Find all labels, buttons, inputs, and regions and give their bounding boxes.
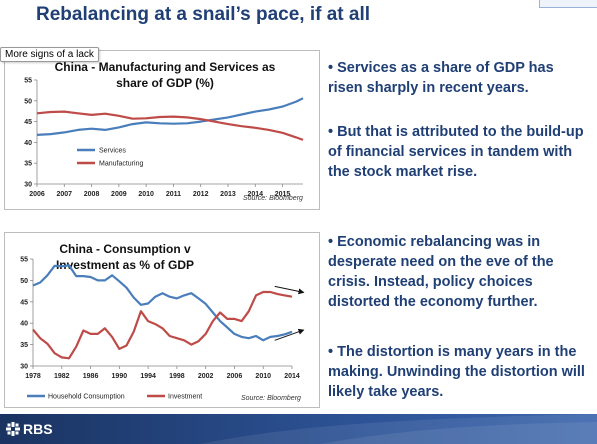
x-tick-label: 2011 (166, 191, 181, 198)
x-tick-label: 2012 (193, 191, 209, 198)
rbs-logo: RBS (6, 421, 53, 437)
y-tick-label: 35 (20, 342, 28, 349)
x-tick-label: 2010 (255, 373, 271, 380)
chart-source: Source: Bloomberg (241, 395, 301, 402)
x-tick-label: 2015 (275, 191, 291, 198)
x-tick-label: 2006 (227, 373, 243, 380)
series-line (32, 264, 293, 342)
series-line (36, 110, 304, 141)
x-tick-label: 2014 (247, 191, 263, 198)
x-tick-label: 2007 (56, 191, 72, 198)
y-tick-label: 50 (20, 278, 28, 285)
chart-manufacturing-services: China - Manufacturing and Services as sh… (4, 50, 320, 210)
footer-bar: RBS (0, 414, 597, 444)
x-tick-label: 2006 (29, 191, 45, 198)
bullet-item: • Services as a share of GDP has risen s… (328, 60, 554, 96)
y-tick-label: 30 (20, 364, 28, 371)
footer-wave-decoration (200, 414, 597, 444)
y-tick-label: 55 (24, 78, 32, 85)
y-tick-label: 55 (20, 257, 28, 264)
chart-svg: 30 35 40 45 50 55 1978 1982 1986 1990 1994 1998 2002… (20, 257, 305, 401)
x-tick-label: 2002 (198, 373, 214, 380)
legend-label: Manufacturing (99, 161, 143, 168)
bullet-item: • But that is attributed to the build-up… (328, 124, 584, 180)
series-line (36, 97, 304, 136)
slide-title: Rebalancing at a snail’s pace, if at all (36, 4, 371, 25)
x-tick-label: 1994 (140, 373, 156, 380)
y-tick-label: 45 (20, 299, 28, 306)
annotation-arrow-consumption (274, 328, 305, 341)
y-tick-label: 40 (24, 140, 32, 147)
y-tick-label: 35 (24, 161, 32, 168)
x-tick-label: 1998 (169, 373, 185, 380)
x-tick-label: 2010 (138, 191, 154, 198)
annotation-arrow-investment (274, 285, 305, 295)
chart-svg: 30 35 40 45 50 55 2006 2007 2008 2009 2010 2011 2012… (24, 78, 304, 198)
x-tick-label: 1982 (54, 373, 70, 380)
x-tick-label: 1986 (83, 373, 99, 380)
chart-source: Source: Bloomberg (243, 195, 303, 202)
legend-label: Investment (168, 394, 202, 401)
x-tick-label: 2008 (84, 191, 100, 198)
x-tick-label: 2014 (284, 373, 300, 380)
chart-title: China - Consumption v Investment as % of… (55, 242, 195, 272)
x-tick-label: 1990 (112, 373, 128, 380)
y-tick-label: 45 (24, 119, 32, 126)
tooltip: More signs of a lack (0, 47, 99, 62)
x-tick-label: 2013 (220, 191, 236, 198)
series-line (32, 290, 293, 360)
x-tick-label: 2009 (111, 191, 127, 198)
y-tick-label: 50 (24, 98, 32, 105)
corner-decoration (539, 0, 597, 8)
x-tick-label: 1978 (25, 373, 41, 380)
chart-title: China - Manufacturing and Services as sh… (54, 60, 276, 90)
y-tick-label: 30 (24, 182, 32, 189)
chart-consumption-investment: China - Consumption v Investment as % of… (4, 232, 320, 408)
rbs-daisy-icon (6, 422, 20, 436)
legend-label: Services (99, 148, 126, 155)
rbs-logo-text: RBS (23, 421, 53, 437)
y-tick-label: 40 (20, 321, 28, 328)
bullet-item: • Economic rebalancing was in desperate … (328, 234, 554, 310)
bullet-item: • The distortion is many years in the ma… (328, 344, 585, 400)
legend-label: Household Consumption (48, 394, 125, 401)
